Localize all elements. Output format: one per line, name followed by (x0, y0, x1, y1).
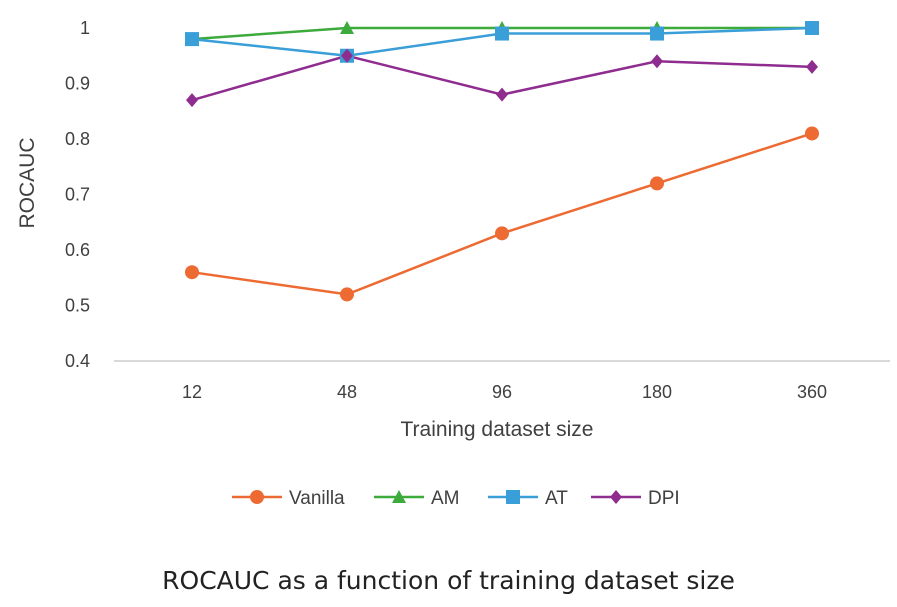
y-tick-label: 0.8 (65, 129, 90, 149)
y-tick-labels: 0.4 0.5 0.6 0.7 0.8 0.9 1 (65, 18, 90, 371)
figure-caption: ROCAUC as a function of training dataset… (162, 566, 735, 595)
data-point-at (805, 21, 819, 35)
legend-label-am: AM (431, 488, 460, 509)
legend-marker-at (506, 490, 520, 504)
x-tick-label: 48 (337, 382, 357, 402)
legend-marker-dpi (610, 490, 622, 504)
data-point-vanilla (805, 126, 819, 141)
series-markers (185, 21, 819, 302)
x-tick-label: 12 (182, 382, 202, 402)
legend-marker-am (392, 490, 406, 503)
data-point-dpi (186, 93, 198, 108)
y-tick-label: 0.4 (65, 351, 90, 371)
legend-label-at: AT (545, 488, 568, 509)
series-line-vanilla (191, 132, 813, 296)
data-point-dpi (341, 48, 353, 63)
x-axis-title: Training dataset size (401, 418, 594, 441)
data-point-dpi (651, 54, 663, 69)
y-axis-title: ROCAUC (16, 137, 39, 228)
x-tick-labels: 12 48 96 180 360 (182, 382, 827, 402)
y-tick-label: 0.5 (65, 296, 90, 316)
data-point-vanilla (650, 176, 664, 191)
data-point-dpi (496, 87, 508, 102)
line-chart: 0.40.50.60.70.80.91 12 48 96 180 360 ROCAUC … (16, 18, 890, 509)
data-point-at (650, 26, 664, 41)
series-lines (191, 26, 813, 296)
y-tick-label: 0.9 (65, 74, 90, 94)
data-point-at (185, 32, 199, 47)
x-tick-label: 180 (642, 382, 672, 402)
x-tick-label: 360 (797, 382, 827, 402)
y-tick-label: 0.6 (65, 240, 90, 260)
legend: Vanilla AM AT DPI (232, 488, 680, 509)
data-point-vanilla (185, 265, 199, 280)
y-tick-label: 1 (80, 18, 90, 38)
data-point-at (495, 26, 509, 41)
data-point-dpi (806, 59, 818, 74)
y-tick-label: 0.7 (65, 185, 90, 205)
legend-marker-vanilla (250, 490, 264, 504)
data-point-vanilla (340, 287, 354, 302)
legend-label-dpi: DPI (648, 488, 680, 509)
data-point-am (340, 21, 354, 34)
data-point-vanilla (495, 226, 509, 241)
legend-label-vanilla: Vanilla (289, 488, 345, 509)
x-tick-label: 96 (492, 382, 512, 402)
